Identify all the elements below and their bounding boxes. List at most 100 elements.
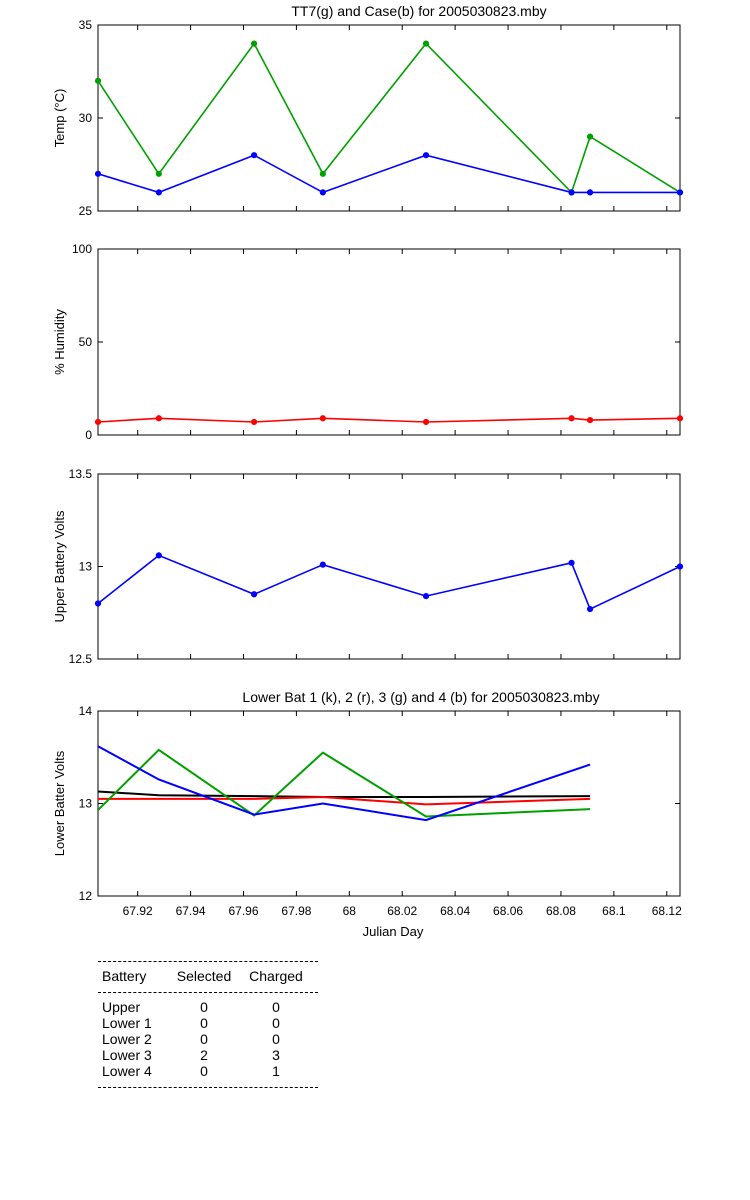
data-point xyxy=(94,77,102,84)
data-point xyxy=(94,170,102,177)
data-point xyxy=(155,170,162,177)
y-axis-label: % Humidity xyxy=(52,309,67,375)
x-tick-label: 68.06 xyxy=(493,904,523,918)
chart-title: TT7(g) and Case(b) for 2005030823.mby xyxy=(291,3,546,19)
header-selected: Selected xyxy=(176,968,232,984)
battery-name: Lower 1 xyxy=(102,1015,152,1031)
data-point xyxy=(319,415,326,422)
x-tick-label: 67.98 xyxy=(281,904,311,918)
data-point xyxy=(319,170,326,177)
data-point xyxy=(586,133,594,140)
y-tick-label: 30 xyxy=(79,111,93,125)
y-tick-label: 12.5 xyxy=(69,652,93,666)
data-point xyxy=(250,40,258,47)
y-tick-label: 13.5 xyxy=(69,467,93,481)
table-header-row: Battery Selected Charged xyxy=(98,968,318,984)
y-axis-label: Temp (°C) xyxy=(52,89,67,148)
battery-selected: 0 xyxy=(200,1063,208,1079)
y-tick-label: 13 xyxy=(79,560,93,574)
y-tick-label: 35 xyxy=(79,18,93,32)
data-point xyxy=(568,189,575,196)
table-row: Lower 1 0 0 xyxy=(98,1015,318,1031)
data-point xyxy=(422,40,430,47)
battery-selected: 0 xyxy=(200,1031,208,1047)
battery-table: Battery Selected Charged Upper 0 0 Lower… xyxy=(98,961,318,1088)
data-point xyxy=(676,563,684,570)
y-tick-label: 13 xyxy=(79,797,93,811)
x-tick-label: 68 xyxy=(343,904,357,918)
y-tick-label: 100 xyxy=(72,242,92,256)
battery-name: Lower 3 xyxy=(102,1047,152,1063)
data-point xyxy=(155,189,162,196)
battery-name: Lower 4 xyxy=(102,1063,152,1079)
plot-frame xyxy=(97,248,681,436)
y-tick-label: 25 xyxy=(79,204,93,218)
series-line xyxy=(98,42,680,194)
data-point xyxy=(676,415,684,422)
battery-charged: 0 xyxy=(272,999,280,1015)
data-point xyxy=(319,189,326,196)
x-tick-label: 68.12 xyxy=(652,904,682,918)
battery-selected: 0 xyxy=(200,999,208,1015)
series-line xyxy=(98,748,591,818)
data-point xyxy=(250,418,258,426)
battery-charged: 3 xyxy=(272,1047,280,1063)
x-tick-label: 67.94 xyxy=(176,904,206,918)
plot-frame xyxy=(97,710,681,897)
series-line xyxy=(98,790,591,798)
battery-charged: 0 xyxy=(272,1015,280,1031)
data-point xyxy=(586,605,594,613)
x-tick-label: 68.08 xyxy=(546,904,576,918)
y-tick-label: 14 xyxy=(79,704,93,718)
battery-name: Lower 2 xyxy=(102,1031,152,1047)
series-line xyxy=(98,745,591,822)
data-point xyxy=(155,415,162,422)
battery-charged: 1 xyxy=(272,1063,280,1079)
x-tick-label: 68.02 xyxy=(387,904,417,918)
header-charged: Charged xyxy=(249,968,303,984)
table-row: Upper 0 0 xyxy=(98,999,318,1015)
data-point xyxy=(422,418,430,426)
table-body: Upper 0 0 Lower 1 0 0 Lower 2 0 0 Lower … xyxy=(98,999,318,1079)
series-line xyxy=(98,554,680,611)
data-point xyxy=(568,559,575,566)
table-row: Lower 4 0 1 xyxy=(98,1063,318,1079)
data-point xyxy=(94,418,102,426)
data-point xyxy=(422,593,430,600)
x-tick-label: 67.96 xyxy=(228,904,258,918)
data-point xyxy=(319,561,326,568)
y-tick-label: 0 xyxy=(85,428,92,442)
table-rule-top xyxy=(98,961,318,962)
table-row: Lower 3 2 3 xyxy=(98,1047,318,1063)
table-rule-mid xyxy=(98,992,318,993)
data-point xyxy=(568,415,575,422)
x-tick-label: 67.92 xyxy=(123,904,153,918)
x-tick-label: 68.1 xyxy=(602,904,626,918)
x-tick-label: 68.04 xyxy=(440,904,470,918)
data-point xyxy=(250,591,258,598)
table-rule-bottom xyxy=(98,1087,318,1088)
battery-name: Upper xyxy=(102,999,141,1015)
series-line xyxy=(98,154,680,194)
x-axis-label: Julian Day xyxy=(363,924,424,939)
battery-selected: 2 xyxy=(200,1047,208,1063)
y-axis-label: Lower Batter Volts xyxy=(52,750,67,856)
data-point xyxy=(422,152,430,159)
data-point xyxy=(94,600,102,607)
data-point xyxy=(586,189,594,196)
chart-title: Lower Bat 1 (k), 2 (r), 3 (g) and 4 (b) … xyxy=(242,689,599,705)
battery-charged: 0 xyxy=(272,1031,280,1047)
header-battery: Battery xyxy=(102,968,147,984)
y-axis-label: Upper Battery Volts xyxy=(52,510,67,622)
battery-selected: 0 xyxy=(200,1015,208,1031)
series-line xyxy=(98,795,591,806)
data-point xyxy=(250,152,258,159)
table-row: Lower 2 0 0 xyxy=(98,1031,318,1047)
y-tick-label: 50 xyxy=(79,335,93,349)
data-point xyxy=(676,189,684,196)
y-tick-label: 12 xyxy=(79,889,93,903)
data-point xyxy=(586,417,594,424)
plot-frame xyxy=(97,24,681,212)
data-point xyxy=(155,552,162,559)
